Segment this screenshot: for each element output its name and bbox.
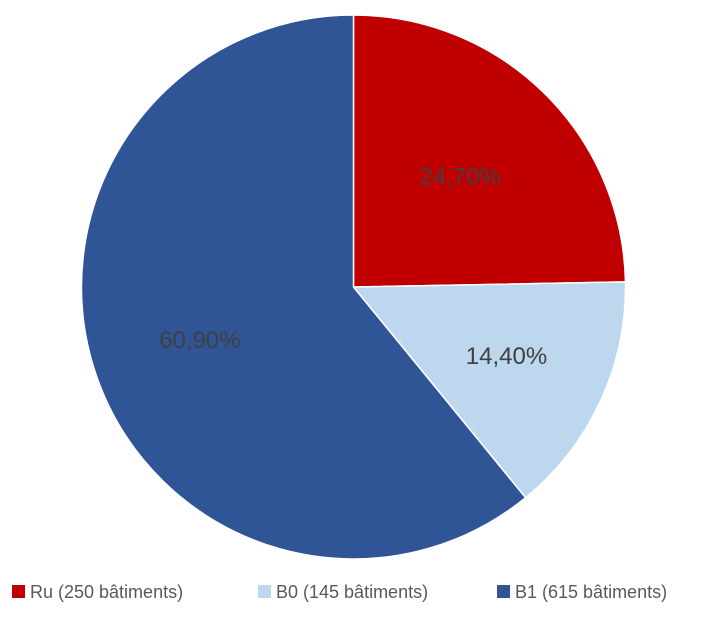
legend-swatch-1 [12, 585, 25, 598]
pie-data-labels: 24,70% 14,40% 60,90% [159, 164, 547, 370]
legend-item-3: B1 (615 bâtiments) [497, 582, 667, 602]
data-label-1: 24,70% [419, 164, 500, 191]
pie-slice-3 [80, 14, 527, 560]
legend-label-2: B0 (145 bâtiments) [276, 582, 428, 602]
legend-label-1: Ru (250 bâtiments) [30, 582, 183, 602]
legend-swatch-2 [258, 585, 271, 598]
pie-slice-1 [352, 14, 627, 288]
legend-swatch-3 [497, 585, 510, 598]
legend-label-3: B1 (615 bâtiments) [515, 582, 667, 602]
legend-item-1: Ru (250 bâtiments) [12, 582, 183, 602]
legend-item-2: B0 (145 bâtiments) [258, 582, 428, 602]
data-label-2: 14,40% [466, 343, 547, 370]
chart-legend: Ru (250 bâtiments) B0 (145 bâtiments) B1 (… [12, 582, 667, 602]
pie-slice-2 [351, 281, 627, 499]
pie-slices [80, 14, 627, 560]
data-label-3: 60,90% [159, 327, 240, 354]
